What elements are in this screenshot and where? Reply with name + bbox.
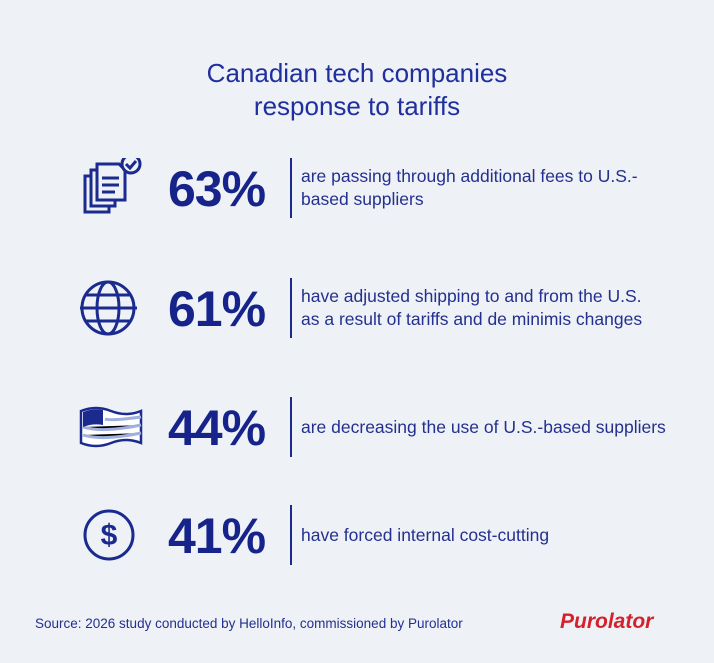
title-line: Canadian tech companies — [206, 58, 508, 88]
documents-icon — [83, 158, 142, 214]
globe-icon — [80, 280, 137, 336]
desc-line: have adjusted shipping to and from the U… — [301, 286, 642, 306]
stat-row: 63% are passing through additional fees … — [0, 148, 714, 228]
stat-row: 44% are decreasing the use of U.S.-based… — [0, 387, 714, 467]
stat-value: 41% — [168, 508, 266, 564]
dollar-icon: $ — [83, 509, 135, 561]
stat-description: have adjusted shipping to and from the U… — [301, 268, 642, 348]
stat-row: 61% have adjusted shipping to and from t… — [0, 268, 714, 348]
stat-value: 44% — [168, 400, 266, 456]
source-note: Source: 2026 study conducted by HelloInf… — [35, 616, 463, 631]
desc-line: have forced internal cost-cutting — [301, 524, 550, 545]
logo: Purolator — [560, 610, 654, 633]
divider — [290, 278, 292, 338]
desc-line: based suppliers — [301, 189, 424, 209]
divider — [290, 158, 292, 218]
divider — [290, 505, 292, 565]
desc-line: are decreasing the use of U.S.-based sup… — [301, 416, 666, 437]
desc-line: as a result of tariffs and de minimis ch… — [301, 309, 643, 329]
stat-description: have forced internal cost-cutting — [301, 495, 549, 575]
title-line: response to tariffs — [253, 91, 461, 121]
stat-value: 61% — [168, 281, 266, 337]
stat-value: 63% — [168, 161, 266, 217]
svg-text:$: $ — [101, 519, 118, 552]
flag-icon — [79, 406, 143, 448]
stat-description: are decreasing the use of U.S.-based sup… — [301, 387, 666, 467]
desc-line: are passing through additional fees to U… — [301, 166, 638, 186]
stat-row: $ 41% have forced internal cost-cutting — [0, 495, 714, 575]
divider — [290, 397, 292, 457]
stat-description: are passing through additional fees to U… — [301, 148, 638, 228]
